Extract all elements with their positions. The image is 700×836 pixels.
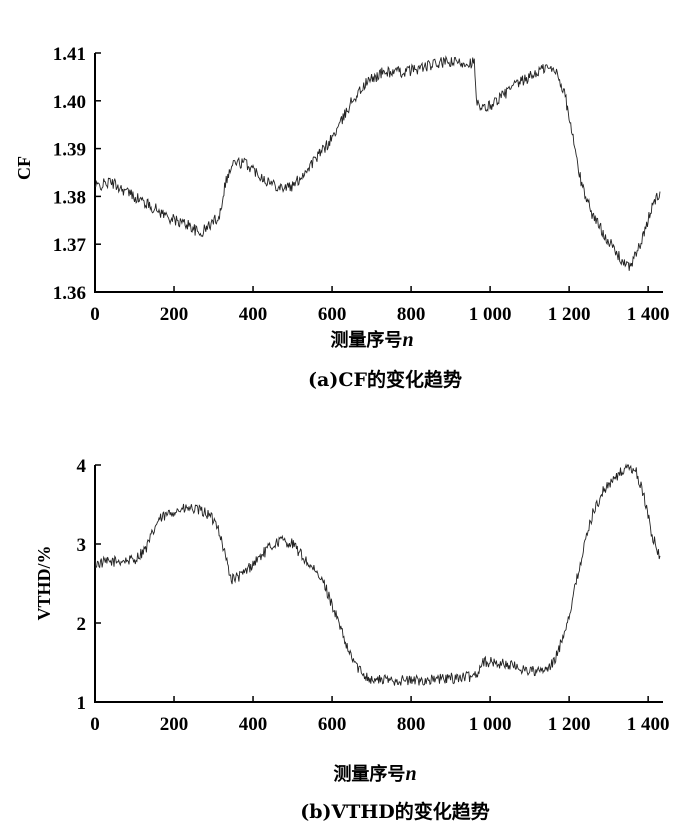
chart-a-xtick-label: 1 000 <box>469 304 512 325</box>
chart-b-xtick-label: 0 <box>90 714 100 735</box>
chart-b-xtick-label: 1 400 <box>627 714 670 735</box>
chart-b-xlabel-var: n <box>405 763 416 785</box>
chart-b-xlabel-text: 测量序号 <box>333 763 405 785</box>
chart-b-axes <box>94 465 663 703</box>
chart-a-ytick-label: 1.37 <box>53 235 87 256</box>
chart-b-xtick-label: 1 200 <box>548 714 591 735</box>
chart-a-ytick-label: 1.38 <box>53 187 86 208</box>
chart-b-series-line <box>94 463 661 686</box>
chart-b-xtick-label: 200 <box>160 714 189 735</box>
chart-b-xtick-label: 600 <box>318 714 347 735</box>
chart-a-xlabel-text: 测量序号 <box>330 329 402 351</box>
chart-a-yticks: 1.36 1.37 1.38 1.39 1.40 1.41 <box>53 44 101 304</box>
chart-a-series-line <box>94 55 661 271</box>
chart-b-caption: (b)VTHD的变化趋势 <box>300 800 490 823</box>
chart-a-xticks: 0 200 400 600 800 1 000 1 200 1 400 <box>90 286 670 325</box>
chart-b-ytick-label: 4 <box>77 456 87 477</box>
chart-a-xtick-label: 200 <box>160 304 189 325</box>
chart-a-xtick-label: 1 400 <box>627 304 670 325</box>
chart-b-ytick-label: 2 <box>77 614 87 635</box>
chart-b-xtick-label: 1 000 <box>469 714 512 735</box>
chart-b-ylabel: VTHD/% <box>34 545 54 620</box>
chart-a-xtick-label: 0 <box>90 304 100 325</box>
chart-a-caption: (a)CF的变化趋势 <box>308 368 462 391</box>
chart-b: 1 2 3 4 0 200 400 600 800 1 000 1 200 1 400 VTHD/%… <box>34 456 670 823</box>
chart-a-xtick-label: 800 <box>397 304 426 325</box>
chart-a-axes <box>94 53 663 293</box>
chart-b-ytick-label: 3 <box>77 535 87 556</box>
chart-a-ylabel: CF <box>14 156 34 180</box>
chart-a-ytick-label: 1.40 <box>53 92 86 113</box>
chart-a-xtick-label: 600 <box>318 304 347 325</box>
chart-b-yticks: 1 2 3 4 <box>77 456 101 714</box>
chart-a-ytick-label: 1.36 <box>53 283 86 304</box>
chart-b-xtick-label: 400 <box>239 714 268 735</box>
chart-a-ytick-label: 1.41 <box>53 44 86 65</box>
chart-a-xlabel-var: n <box>402 329 413 351</box>
chart-b-xticks: 0 200 400 600 800 1 000 1 200 1 400 <box>90 696 670 735</box>
chart-a: 1.36 1.37 1.38 1.39 1.40 1.41 0 200 400 600 800 1 … <box>14 44 670 391</box>
chart-a-ytick-label: 1.39 <box>53 140 86 161</box>
chart-b-xtick-label: 800 <box>397 714 426 735</box>
chart-b-ytick-label: 1 <box>77 693 87 714</box>
chart-a-xtick-label: 400 <box>239 304 268 325</box>
chart-b-xlabel: 测量序号n <box>333 763 416 785</box>
chart-a-xtick-label: 1 200 <box>548 304 591 325</box>
chart-a-xlabel: 测量序号n <box>330 329 413 351</box>
